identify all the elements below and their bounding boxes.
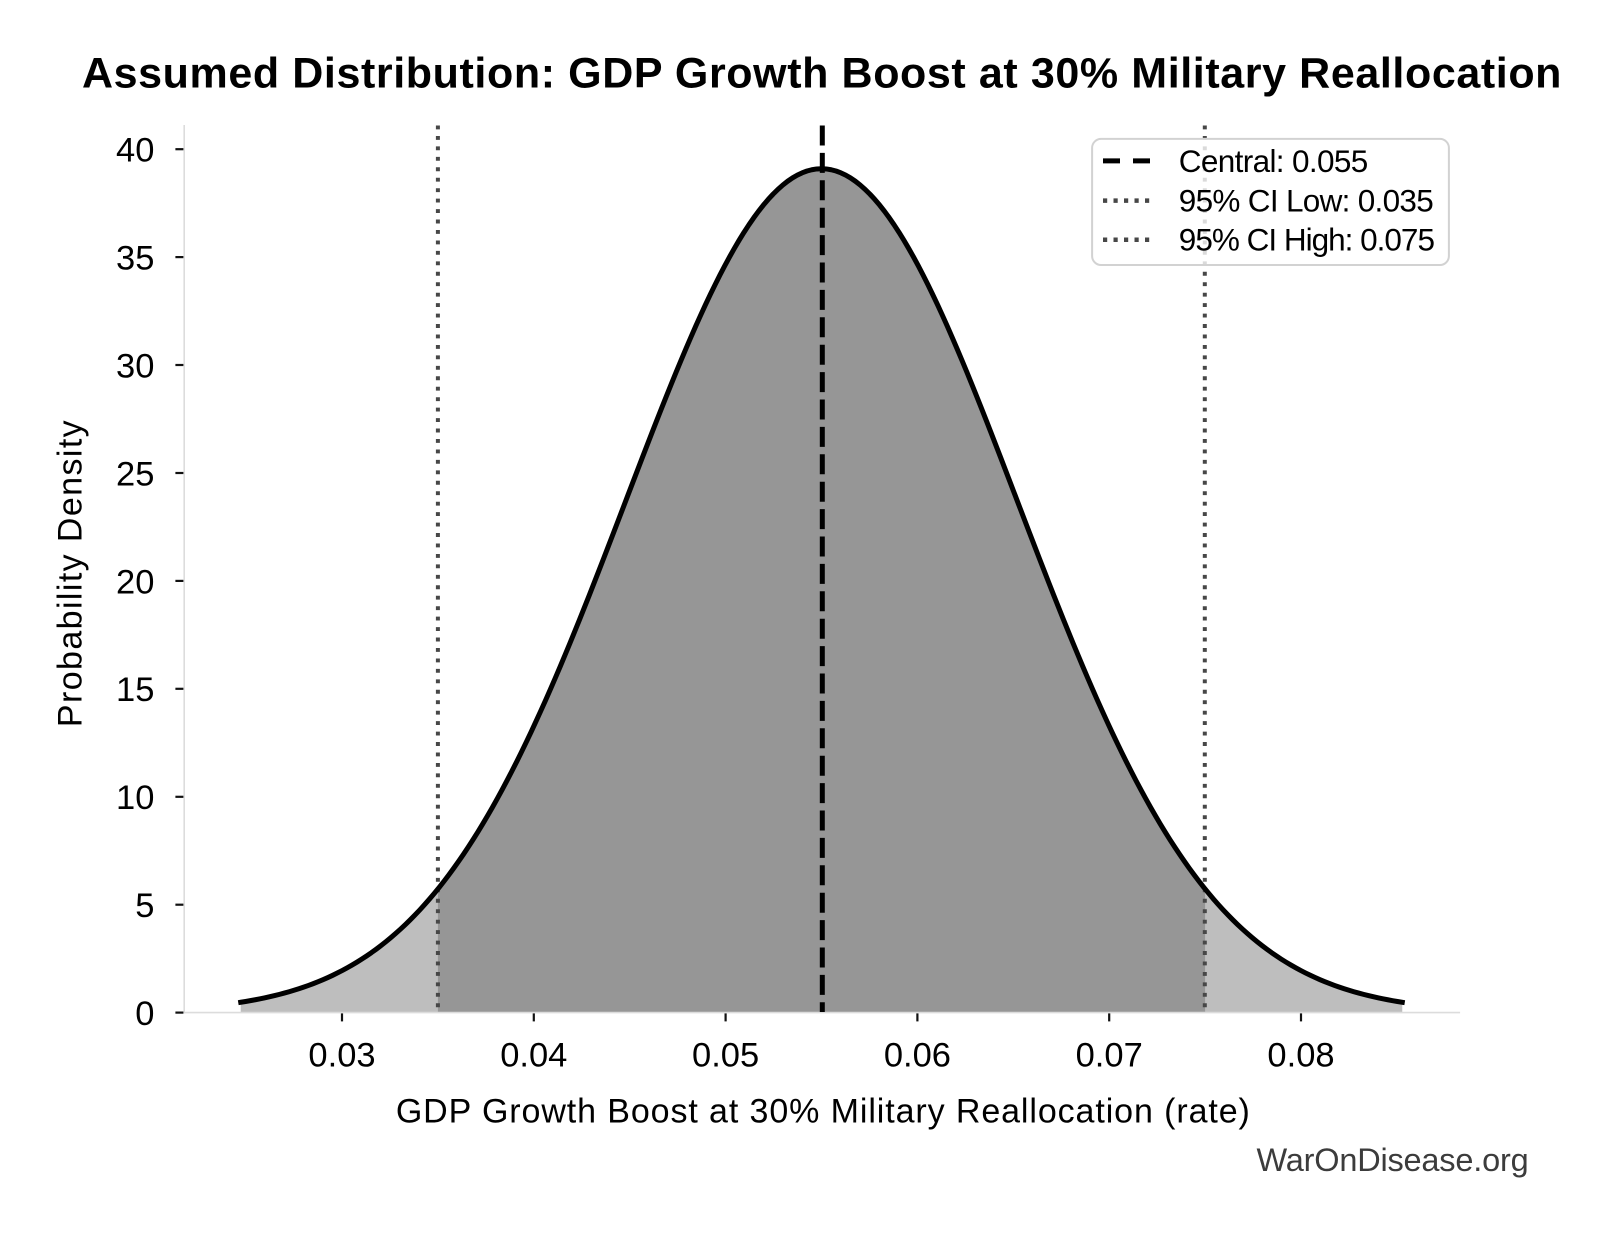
svg-text:0.04: 0.04 <box>500 1037 567 1075</box>
svg-text:0.06: 0.06 <box>884 1037 951 1075</box>
svg-text:0: 0 <box>135 995 154 1033</box>
svg-text:95% CI Low: 0.035: 95% CI Low: 0.035 <box>1179 183 1433 219</box>
svg-text:GDP Growth Boost at 30% Milita: GDP Growth Boost at 30% Military Realloc… <box>396 1092 1251 1130</box>
svg-text:Assumed Distribution: GDP Grow: Assumed Distribution: GDP Growth Boost a… <box>82 49 1562 97</box>
svg-text:Central: 0.055: Central: 0.055 <box>1179 143 1368 179</box>
svg-text:35: 35 <box>116 240 154 278</box>
svg-text:20: 20 <box>116 563 154 601</box>
svg-text:0.08: 0.08 <box>1267 1037 1334 1075</box>
svg-text:30: 30 <box>116 347 154 385</box>
svg-text:0.03: 0.03 <box>308 1037 375 1075</box>
svg-text:0.07: 0.07 <box>1076 1037 1143 1075</box>
svg-text:Probability Density: Probability Density <box>52 419 90 727</box>
svg-text:40: 40 <box>116 132 154 170</box>
svg-text:0.05: 0.05 <box>692 1037 759 1075</box>
svg-text:WarOnDisease.org: WarOnDisease.org <box>1257 1142 1529 1178</box>
svg-text:10: 10 <box>116 779 154 817</box>
svg-text:15: 15 <box>116 671 154 709</box>
svg-text:5: 5 <box>135 887 154 925</box>
svg-text:95% CI High: 0.075: 95% CI High: 0.075 <box>1179 222 1435 258</box>
svg-text:25: 25 <box>116 455 154 493</box>
